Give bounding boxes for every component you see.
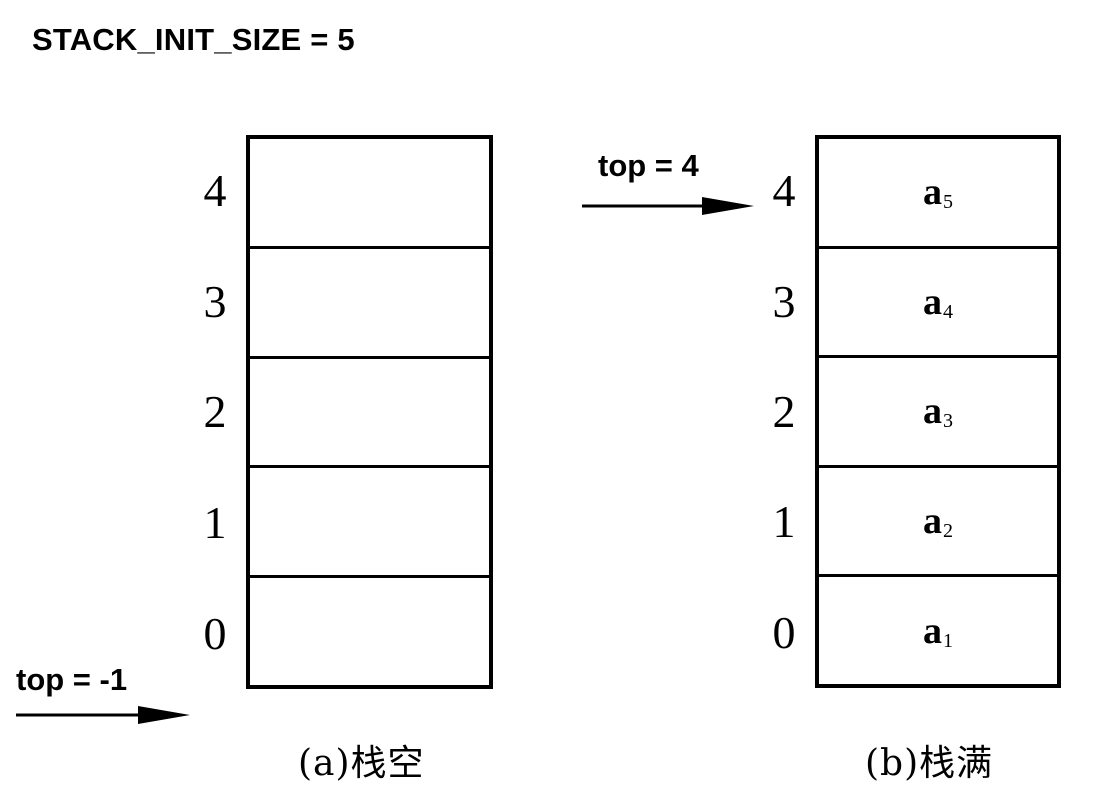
right-index-4: 4 [762,136,806,246]
element-base: a [923,280,942,323]
index-label: 0 [203,607,227,659]
left-stack-cell [250,249,489,359]
right-stack-cell: a5 [819,139,1057,249]
stack-element-a4: a4 [923,280,953,324]
left-index-1: 31 [193,468,237,579]
index-label: 2 [772,386,796,438]
left-top-arrow [16,706,190,724]
right-stack-indices: 4 3 2 1 0 [762,136,806,688]
stack-element-a5: a5 [923,170,953,214]
right-index-3: 3 [762,246,806,356]
right-stack-full: a5 a4 a3 a2 a1 [815,135,1061,688]
right-top-arrow [582,197,754,215]
right-stack-cell: a3 [819,358,1057,468]
right-stack-cell: a1 [819,577,1057,684]
right-index-2: 2 [762,357,806,467]
right-stack-cell: a4 [819,249,1057,359]
left-stack-caption: (a)栈空 [298,743,425,784]
left-stack-cell [250,468,489,579]
left-stack-cell [250,359,489,469]
element-base: a [923,609,942,652]
left-top-pointer-label: top = -1 [16,662,128,697]
left-stack-cell [250,578,489,685]
stack-init-size-title: STACK_INIT_SIZE = 5 [32,22,355,57]
index-label: 0 [772,606,796,658]
element-subscript: 2 [943,520,953,543]
left-index-3: 3 [193,247,237,358]
element-subscript: 4 [943,300,953,323]
right-top-pointer-label: top = 4 [598,148,699,183]
element-base: a [923,171,942,214]
index-label: 3 [772,275,796,327]
left-stack-empty [246,135,493,689]
index-label: 4 [772,165,796,217]
element-base: a [923,390,942,433]
stack-element-a1: a1 [923,609,953,653]
right-stack-caption: (b)栈满 [865,743,994,784]
index-label: 3 [203,275,227,327]
left-index-2: 2 [193,357,237,468]
left-index-4: 4 [193,136,237,247]
left-index-0: 0 [193,578,237,689]
index-label: 1 [772,496,796,548]
element-subscript: 1 [943,629,953,652]
stack-element-a2: a2 [923,499,953,543]
right-index-1: 1 [762,467,806,577]
right-index-0: 0 [762,578,806,688]
left-stack-cell [250,139,489,249]
index-label: 4 [203,165,227,217]
element-base: a [923,500,942,543]
right-stack-cell: a2 [819,468,1057,578]
element-subscript: 5 [943,191,953,214]
index-label: 2 [203,386,227,438]
element-subscript: 3 [943,410,953,433]
index-label: 1 [203,497,227,549]
stack-element-a3: a3 [923,389,953,433]
left-stack-indices: 4 3 2 31 0 [193,136,237,689]
